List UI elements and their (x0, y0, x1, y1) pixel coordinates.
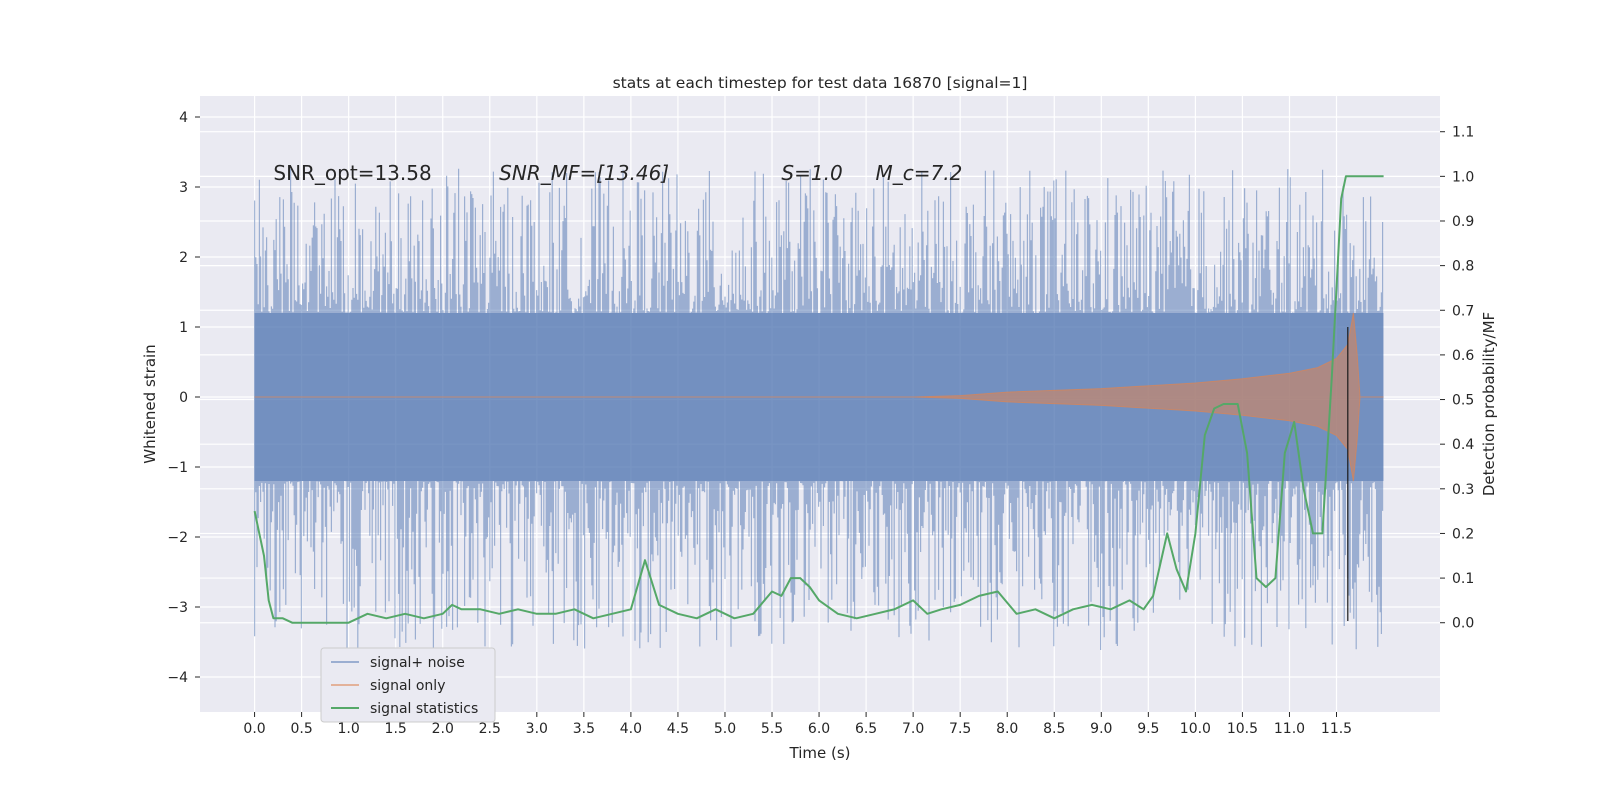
y2-tick-label: 0.5 (1452, 393, 1474, 409)
y-tick-label: 4 (179, 110, 188, 126)
y-axis-label: Whitened strain (141, 344, 159, 463)
y-tick-label: 0 (179, 390, 188, 406)
legend-box (320, 647, 496, 723)
x-tick-label: 9.0 (1090, 721, 1112, 737)
legend-label-signal-noise: signal+ noise (370, 655, 465, 671)
y2-axis-ticks: 1.1 1.0 0.9 0.8 0.7 0.6 0.5 0.4 0.3 0.2 0.1 0.0 (1440, 125, 1474, 632)
x-tick-label: 1.5 (385, 721, 407, 737)
y-tick-label: −2 (167, 530, 188, 546)
y-tick-label: 2 (179, 250, 188, 266)
y2-tick-label: 0.7 (1452, 303, 1474, 319)
annotation: SNR_opt=13.58 (273, 161, 431, 185)
x-tick-label: 0.0 (243, 721, 265, 737)
x-tick-label: 2.5 (479, 721, 501, 737)
x-tick-label: 2.0 (432, 721, 454, 737)
x-tick-label: 8.0 (996, 721, 1018, 737)
x-tick-label: 6.5 (855, 721, 877, 737)
x-tick-label: 3.5 (573, 721, 595, 737)
y-axis-ticks: 4 3 2 1 0 −1 −2 −3 −4 (167, 110, 200, 686)
x-axis-ticks: 0.0 0.5 1.0 1.5 2.0 2.5 3.0 3.5 4.0 4.5 5.0 5.5 6.0 6… (243, 712, 1352, 737)
y-tick-label: −4 (167, 670, 188, 686)
annotations: SNR_opt=13.58 SNR_MF=[13.46] S=1.0 M_c=7.2 (273, 161, 962, 185)
x-tick-label: 5.0 (714, 721, 736, 737)
series-signal-only (254, 312, 1384, 621)
x-tick-label: 6.0 (808, 721, 830, 737)
y2-tick-label: 1.1 (1452, 125, 1474, 141)
x-tick-label: 8.5 (1043, 721, 1065, 737)
series-signal-statistics (253, 175, 1384, 624)
x-tick-label: 3.0 (526, 721, 548, 737)
signal-only-envelope (254, 312, 1384, 482)
y2-tick-label: 0.9 (1452, 214, 1474, 230)
x-tick-label: 4.0 (620, 721, 642, 737)
y2-axis-label: Detection probability/MF (1480, 312, 1498, 496)
y2-tick-label: 0.1 (1452, 571, 1474, 587)
x-tick-label: 7.5 (949, 721, 971, 737)
annotation: SNR_MF=[13.46] (499, 161, 669, 185)
signal-statistics-line (253, 175, 1384, 624)
y2-tick-label: 0.2 (1452, 526, 1474, 542)
x-tick-label: 11.5 (1321, 721, 1352, 737)
x-tick-label: 9.5 (1137, 721, 1159, 737)
annotation: S=1.0 (781, 161, 842, 185)
y-tick-label: −1 (167, 460, 188, 476)
legend-label-signal-statistics: signal statistics (370, 701, 478, 717)
y2-tick-label: 0.8 (1452, 259, 1474, 275)
x-tick-label: 1.0 (338, 721, 360, 737)
y2-tick-label: 0.3 (1452, 482, 1474, 498)
y2-tick-label: 0.4 (1452, 437, 1474, 453)
y2-tick-label: 0.6 (1452, 348, 1474, 364)
y-tick-label: 1 (179, 320, 188, 336)
x-tick-label: 5.5 (761, 721, 783, 737)
x-tick-label: 11.0 (1274, 721, 1305, 737)
legend: signal+ noise signal only signal statist… (320, 647, 496, 723)
x-tick-label: 10.5 (1227, 721, 1258, 737)
x-tick-label: 4.5 (667, 721, 689, 737)
x-tick-label: 0.5 (290, 721, 312, 737)
y2-tick-label: 1.0 (1452, 169, 1474, 185)
x-tick-label: 10.0 (1180, 721, 1211, 737)
y-tick-label: 3 (179, 180, 188, 196)
annotation: M_c=7.2 (876, 161, 963, 185)
y-tick-label: −3 (167, 600, 188, 616)
legend-label-signal-only: signal only (370, 678, 445, 694)
x-axis-label: Time (s) (789, 744, 851, 762)
x-tick-label: 7.0 (902, 721, 924, 737)
y2-tick-label: 0.0 (1452, 616, 1474, 632)
chart-title: stats at each timestep for test data 168… (613, 74, 1028, 92)
